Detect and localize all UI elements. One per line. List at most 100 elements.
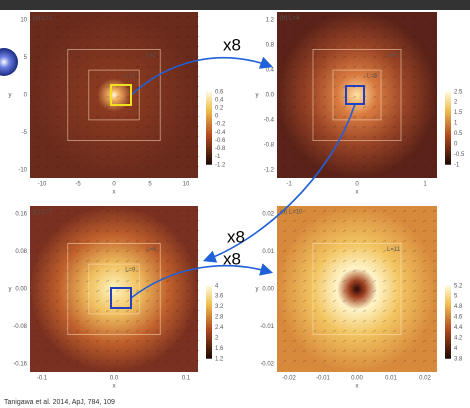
vector [155, 219, 160, 223]
decor-orb [0, 48, 18, 76]
vector [402, 115, 407, 119]
vector [35, 115, 40, 119]
vector [422, 209, 427, 213]
vector [35, 249, 40, 253]
vector [55, 339, 60, 343]
vector [75, 289, 80, 293]
vector [145, 299, 150, 303]
vector [432, 329, 437, 333]
vector [145, 35, 150, 39]
vector [382, 209, 387, 213]
vector [402, 329, 407, 333]
vector [312, 239, 317, 243]
vector [392, 55, 397, 59]
vector [362, 125, 367, 129]
colorbar-label: -1 [215, 154, 221, 160]
y-tick-label: -0.8 [264, 143, 275, 149]
x-tick-label: 0.02 [419, 376, 431, 382]
vector [292, 25, 297, 29]
zoom-box [345, 85, 365, 105]
vector [412, 45, 417, 49]
vector [95, 105, 100, 109]
colorbar-label: 1 [454, 121, 458, 127]
vector [372, 329, 377, 333]
vector [392, 15, 397, 19]
vector [115, 249, 120, 253]
vector [195, 339, 200, 343]
vector [282, 339, 287, 343]
vector [392, 65, 397, 69]
vector [95, 249, 100, 253]
vector [342, 249, 347, 253]
vector [382, 229, 387, 233]
vector [75, 259, 80, 263]
vector [175, 359, 180, 363]
vector [95, 259, 100, 263]
vector [125, 65, 130, 69]
vector [432, 239, 437, 243]
vector [422, 165, 427, 169]
vector [292, 65, 297, 69]
y-tick-label: 0.4 [266, 68, 275, 74]
vector [322, 65, 327, 69]
vector [332, 85, 337, 89]
vector [165, 239, 170, 243]
vector [362, 165, 367, 169]
vector [332, 339, 337, 343]
vector [372, 319, 377, 323]
vector [362, 135, 367, 139]
vector [75, 299, 80, 303]
vector [95, 155, 100, 159]
vector [412, 319, 417, 323]
vector [292, 269, 297, 273]
vector [332, 165, 337, 169]
vector [412, 105, 417, 109]
vector [195, 145, 200, 149]
vector [372, 165, 377, 169]
vector [312, 25, 317, 29]
vector [35, 125, 40, 129]
vector [95, 55, 100, 59]
vector [352, 15, 357, 19]
vector [195, 155, 200, 159]
vector [302, 165, 307, 169]
inset-box [67, 48, 161, 142]
vector [55, 155, 60, 159]
vector [362, 25, 367, 29]
vector [95, 25, 100, 29]
vector [302, 239, 307, 243]
vector [55, 359, 60, 363]
vector [135, 55, 140, 59]
vector [135, 155, 140, 159]
vector [362, 115, 367, 119]
vector [392, 319, 397, 323]
vector [372, 45, 377, 49]
vector [332, 349, 337, 353]
vector [302, 229, 307, 233]
vector [302, 35, 307, 39]
vector [75, 339, 80, 343]
vector [372, 55, 377, 59]
y-tick-label: 0.00 [15, 287, 27, 293]
vector [155, 349, 160, 353]
vector [312, 279, 317, 283]
vector [155, 269, 160, 273]
vector [382, 125, 387, 129]
vector [432, 339, 437, 343]
vector [362, 249, 367, 253]
vector [402, 339, 407, 343]
vector [95, 85, 100, 89]
vector [382, 25, 387, 29]
vector [145, 95, 150, 99]
vector [292, 165, 297, 169]
vector [342, 359, 347, 363]
vector [105, 229, 110, 233]
vector [125, 145, 130, 149]
vector [332, 25, 337, 29]
vector [422, 219, 427, 223]
vector [165, 105, 170, 109]
vector [292, 75, 297, 79]
vector [412, 25, 417, 29]
vector [105, 309, 110, 313]
